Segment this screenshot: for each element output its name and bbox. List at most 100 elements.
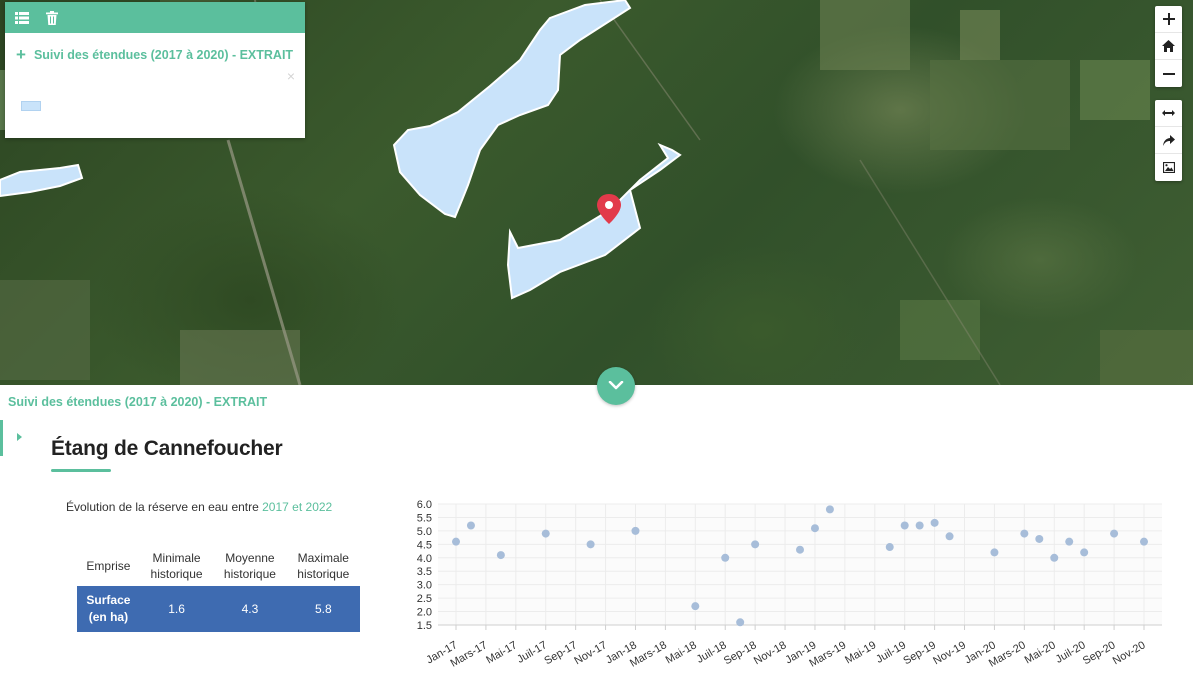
home-icon: [1162, 40, 1175, 52]
x-tick-label: Nov-18: [752, 639, 789, 667]
x-tick-label: Sep-18: [722, 639, 759, 667]
satellite-map[interactable]: [0, 0, 1193, 385]
x-tick-label: Mai-19: [843, 639, 878, 666]
list-icon[interactable]: [15, 11, 29, 25]
data-point: [721, 553, 730, 562]
data-point: [825, 505, 834, 514]
y-tick-label: 4.5: [417, 539, 432, 551]
zoom-out-icon: [1162, 72, 1175, 75]
water-body-etang-de-cannefoucher[interactable]: [506, 142, 682, 300]
export-image-button[interactable]: [1155, 154, 1182, 181]
y-tick-label: 4.0: [417, 553, 432, 565]
data-point: [586, 540, 595, 549]
data-point: [736, 618, 745, 627]
y-tick-label: 3.5: [417, 566, 432, 578]
data-point: [452, 537, 460, 546]
data-point: [751, 540, 760, 549]
year-start: 2017: [262, 500, 289, 514]
location-marker-icon[interactable]: [597, 194, 621, 224]
x-tick-label: Sep-17: [542, 639, 579, 667]
evolution-prefix: Évolution de la réserve en eau entre: [66, 500, 263, 514]
x-tick-label: Nov-17: [572, 639, 609, 667]
y-tick-label: 6.0: [417, 499, 432, 511]
legend-layer-item[interactable]: + Suivi des étendues (2017 à 2020) - EXT…: [5, 33, 305, 64]
map-overlay: [0, 0, 1193, 385]
plot-area: [438, 504, 1162, 625]
title-underline: [51, 469, 111, 472]
chevron-down-icon: [608, 381, 624, 390]
legend-panel: + Suivi des étendues (2017 à 2020) - EXT…: [5, 2, 305, 138]
water-body-north[interactable]: [392, 0, 632, 219]
data-point: [990, 548, 999, 557]
evolution-and: et: [288, 500, 306, 514]
header-min: Minimale historique: [150, 551, 203, 581]
zoom-in-button[interactable]: [1155, 6, 1182, 33]
legend-layer-title: Suivi des étendues (2017 à 2020) - EXTRA…: [33, 48, 294, 62]
x-tick-label: Sep-19: [901, 639, 938, 667]
panel-layer-title: Suivi des étendues (2017 à 2020) - EXTRA…: [8, 395, 268, 409]
data-point: [885, 543, 894, 552]
header-mean: Moyenne historique: [223, 551, 276, 581]
y-tick-label: 2.5: [417, 593, 432, 605]
feature-indicator-bar: [0, 420, 3, 456]
zoom-controls: [1155, 6, 1182, 87]
measure-button[interactable]: [1155, 100, 1182, 127]
data-point: [1140, 537, 1148, 546]
y-tick-label: 5.5: [417, 512, 432, 524]
data-point: [930, 518, 939, 527]
data-point: [810, 524, 819, 533]
trash-icon[interactable]: [45, 10, 59, 25]
legend-swatch: [21, 101, 41, 111]
share-button[interactable]: [1155, 127, 1182, 154]
data-point: [945, 532, 954, 541]
row-label-surface: Surface (en ha): [77, 586, 140, 632]
terrain-texture: [0, 0, 1193, 385]
collapse-panel-button[interactable]: [597, 367, 635, 405]
value-min: 1.6: [139, 586, 214, 632]
data-point: [1080, 548, 1089, 557]
header-emprise: Emprise: [86, 559, 131, 573]
data-point: [1035, 534, 1044, 543]
x-tick-label: Mai-20: [1023, 639, 1058, 666]
value-max: 5.8: [286, 586, 360, 632]
feature-title: Étang de Cannefoucher: [51, 437, 283, 460]
measure-icon: [1162, 110, 1175, 116]
expand-plus-icon[interactable]: +: [16, 45, 26, 64]
data-point: [796, 545, 804, 554]
table-header-row: Emprise Minimale historique Moyenne histor…: [77, 546, 360, 586]
road: [226, 139, 302, 385]
data-point: [631, 526, 640, 535]
y-tick-label: 5.0: [417, 526, 432, 538]
x-tick-label: Nov-19: [931, 639, 968, 667]
zoom-out-button[interactable]: [1155, 60, 1182, 87]
tool-controls: [1155, 100, 1182, 181]
y-tick-label: 3.0: [417, 580, 432, 592]
header-max: Maximale historique: [297, 551, 350, 581]
evolution-text: Évolution de la réserve en eau entre 201…: [66, 500, 332, 514]
value-mean: 4.3: [213, 586, 287, 632]
data-point: [466, 521, 475, 530]
table-row: Surface (en ha) 1.6 4.3 5.8: [77, 586, 360, 632]
data-point: [541, 529, 550, 538]
water-body-west[interactable]: [0, 163, 84, 198]
close-icon[interactable]: ×: [286, 68, 295, 84]
x-tick-label: Sep-20: [1081, 639, 1118, 667]
caret-right-icon[interactable]: [17, 433, 22, 441]
legend-toolbar: [5, 2, 305, 33]
image-icon: [1162, 162, 1175, 173]
zoom-in-icon: [1162, 13, 1175, 25]
data-point: [496, 551, 505, 560]
home-button[interactable]: [1155, 33, 1182, 60]
y-tick-label: 1.5: [417, 620, 432, 632]
x-tick-label: Mai-18: [664, 639, 699, 666]
data-point: [915, 521, 924, 530]
scatter-chart: 1.52.02.53.03.54.04.55.05.56.0Jan-17Mars…: [417, 499, 1162, 670]
stats-table: Emprise Minimale historique Moyenne histor…: [77, 546, 360, 632]
x-tick-label: Nov-20: [1111, 639, 1148, 667]
y-tick-label: 2.0: [417, 607, 432, 619]
data-point: [691, 602, 700, 611]
x-tick-label: Mai-17: [484, 639, 519, 666]
data-point: [900, 521, 909, 530]
share-icon: [1162, 134, 1175, 146]
